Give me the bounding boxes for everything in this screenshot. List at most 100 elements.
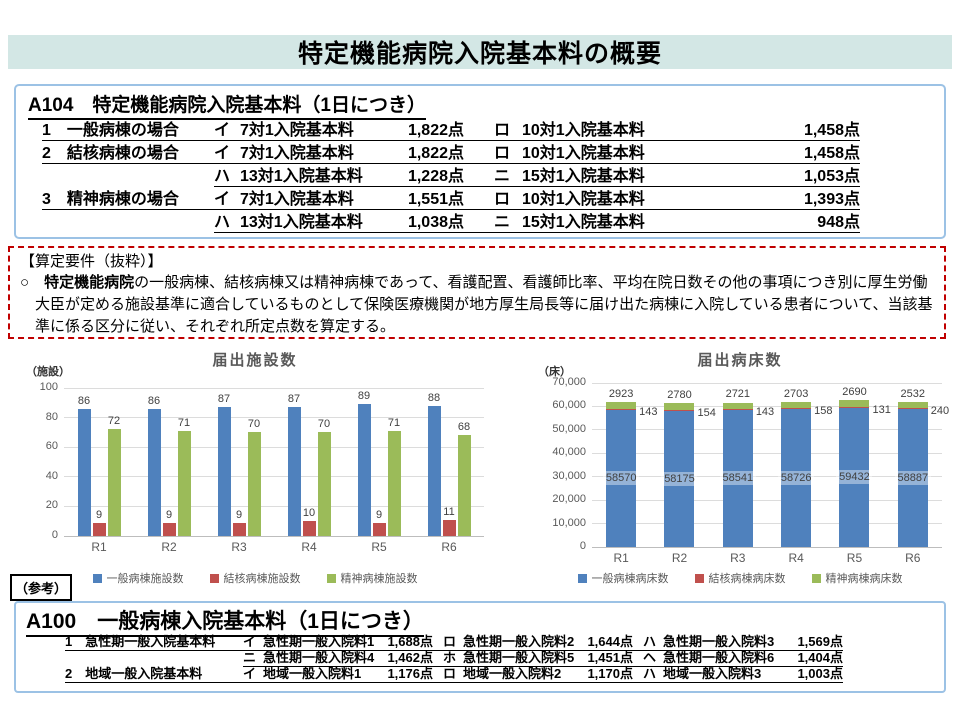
bar-group: 88 11 68 bbox=[414, 388, 484, 536]
bar-segment bbox=[781, 409, 812, 547]
x-tick-label: R6 bbox=[441, 540, 457, 554]
bed-count-chart: 届出病床数 （床） 0 10,000 20,000 30,000 40,000 50,00… bbox=[526, 348, 954, 592]
item-points: 1,038点 bbox=[407, 214, 464, 231]
bar: 9 bbox=[162, 509, 176, 536]
item-name: 13対1入院基本料 bbox=[240, 214, 363, 231]
bar-segment bbox=[839, 407, 870, 547]
item-key: ロ bbox=[443, 634, 457, 649]
bar: 87 bbox=[217, 393, 231, 536]
bar-value-label: 71 bbox=[177, 416, 191, 429]
bar-value-label: 86 bbox=[147, 394, 161, 407]
bar-group: 58726 158 2703 bbox=[767, 383, 833, 547]
legend-label: 一般病棟施設数 bbox=[106, 573, 184, 585]
legend-label: 一般病棟病床数 bbox=[591, 573, 669, 585]
item-key: ロ bbox=[494, 145, 511, 162]
item-points: 1,458点 bbox=[803, 122, 860, 139]
stacked-bar: 58570 143 2923 bbox=[603, 383, 658, 547]
x-tick-label: R3 bbox=[730, 551, 746, 565]
bar-value-label: 58541 bbox=[719, 471, 756, 486]
requirements-bold-lead: 特定機能病院 bbox=[44, 274, 135, 291]
item-name: 10対1入院基本料 bbox=[522, 191, 645, 208]
item-points: 1,462点 bbox=[387, 650, 433, 665]
bar-value-label: 86 bbox=[77, 394, 91, 407]
bar-value-label: 2703 bbox=[783, 388, 809, 401]
bar: 71 bbox=[387, 417, 401, 536]
item-key: ヘ bbox=[643, 650, 657, 665]
gridline bbox=[592, 452, 942, 454]
bar-group: 87 9 70 bbox=[204, 388, 274, 536]
gridline bbox=[64, 476, 484, 478]
a104-row: 2 結核病棟の場合 イ 7対1入院基本料 1,822点 ロ 10対1入院基本料 1,458… bbox=[42, 141, 860, 164]
ward-case-label bbox=[42, 210, 214, 233]
item-name: 7対1入院基本料 bbox=[240, 122, 354, 139]
item-name: 地域一般入院料3 bbox=[663, 666, 762, 681]
x-tick-label: R2 bbox=[161, 540, 177, 554]
gridline bbox=[592, 382, 942, 384]
legend: 一般病棟病床数 結核病棟病床数 精神病棟病床数 bbox=[526, 570, 954, 586]
legend: 一般病棟施設数 結核病棟施設数 精神病棟施設数 bbox=[16, 570, 494, 586]
item-points: 948点 bbox=[817, 214, 860, 231]
unit-label: （床） bbox=[538, 366, 571, 378]
bar-value-label: 2690 bbox=[842, 386, 867, 399]
bar-segment bbox=[664, 403, 695, 410]
legend-item: 精神病棟施設数 bbox=[326, 570, 418, 586]
bar-segment bbox=[606, 408, 637, 410]
y-tick-label: 0 bbox=[579, 540, 586, 552]
requirements-heading: 【算定要件（抜粋）】 bbox=[20, 253, 163, 270]
requirements-box: 【算定要件（抜粋）】 ○ 特定機能病院の一般病棟、結核病棟又は精神病棟であって、… bbox=[8, 246, 946, 339]
stacked-bar: 58175 154 2780 bbox=[661, 383, 716, 547]
legend-item: 結核病棟病床数 bbox=[694, 570, 786, 586]
stacked-bar: 58726 158 2703 bbox=[778, 383, 833, 547]
bar-group: 59432 131 2690 bbox=[825, 383, 891, 547]
plot-area: 0 10,000 20,000 30,000 40,000 50,000 60,000 70,… bbox=[552, 376, 949, 552]
item-key: ロ bbox=[494, 122, 511, 139]
x-tick-label: R2 bbox=[671, 551, 688, 565]
item-key: ハ bbox=[643, 666, 657, 681]
bar-group: 58541 143 2721 bbox=[709, 383, 774, 547]
y-tick-label: 40 bbox=[45, 469, 58, 482]
item-points: 1,458点 bbox=[803, 145, 860, 162]
item-name: 急性期一般入院料6 bbox=[663, 650, 775, 665]
legend-item: 精神病棟病床数 bbox=[811, 570, 903, 586]
stacked-bar: 59432 131 2690 bbox=[836, 383, 891, 547]
bar: 71 bbox=[177, 417, 191, 536]
x-tick-label: R4 bbox=[788, 551, 804, 565]
x-tick-label: R6 bbox=[905, 551, 921, 565]
gridline bbox=[64, 387, 484, 389]
item-key: ホ bbox=[443, 650, 457, 665]
bar: 87 bbox=[287, 393, 301, 536]
gridline bbox=[592, 405, 942, 407]
legend-item: 一般病棟施設数 bbox=[92, 570, 184, 586]
item-name: 10対1入院基本料 bbox=[522, 122, 645, 139]
bar-segment bbox=[722, 402, 753, 409]
bar-value-label: 58726 bbox=[778, 471, 815, 486]
bar-value-label: 2532 bbox=[900, 388, 926, 401]
bar: 9 bbox=[372, 509, 386, 536]
gridline bbox=[64, 446, 484, 448]
bar-value-label: 9 bbox=[95, 508, 103, 521]
legend-label: 結核病棟施設数 bbox=[223, 573, 301, 585]
chart-title: 届出病床数 bbox=[697, 352, 783, 369]
item-name: 急性期一般入院料2 bbox=[463, 634, 575, 649]
item-points: 1,228点 bbox=[407, 168, 464, 185]
bar-group: 86 9 71 bbox=[134, 388, 204, 536]
bar: 86 bbox=[77, 395, 91, 536]
a100-row: 1 急性期一般入院基本料 イ急性期一般入院料1 1,688点ロ急性期一般入院料2 1… bbox=[65, 634, 843, 651]
bar-segment bbox=[897, 402, 928, 409]
bar-value-label: 143 bbox=[639, 405, 658, 418]
a100-row: 2 地域一般入院基本料 イ地域一般入院料1 1,176点ロ地域一般入院料2 1,17… bbox=[65, 666, 843, 683]
a104-rows: 1 一般病棟の場合 イ 7対1入院基本料 1,822点ロ 10対1入院基本料 1,458… bbox=[42, 118, 860, 233]
gridline bbox=[592, 429, 942, 431]
bar: 70 bbox=[247, 418, 261, 536]
y-tick-label: 70,000 bbox=[552, 376, 586, 388]
item-points: 1,404点 bbox=[797, 650, 843, 665]
item-key: ハ bbox=[643, 634, 657, 649]
item-key: イ bbox=[243, 666, 257, 681]
bar-value-label: 10 bbox=[302, 507, 316, 520]
bar-group: 89 9 71 bbox=[344, 388, 414, 536]
bar-value-label: 89 bbox=[357, 390, 371, 403]
item-key: ロ bbox=[443, 666, 457, 681]
reference-box: （参考） bbox=[10, 574, 72, 601]
item-points: 1,451点 bbox=[587, 650, 633, 665]
